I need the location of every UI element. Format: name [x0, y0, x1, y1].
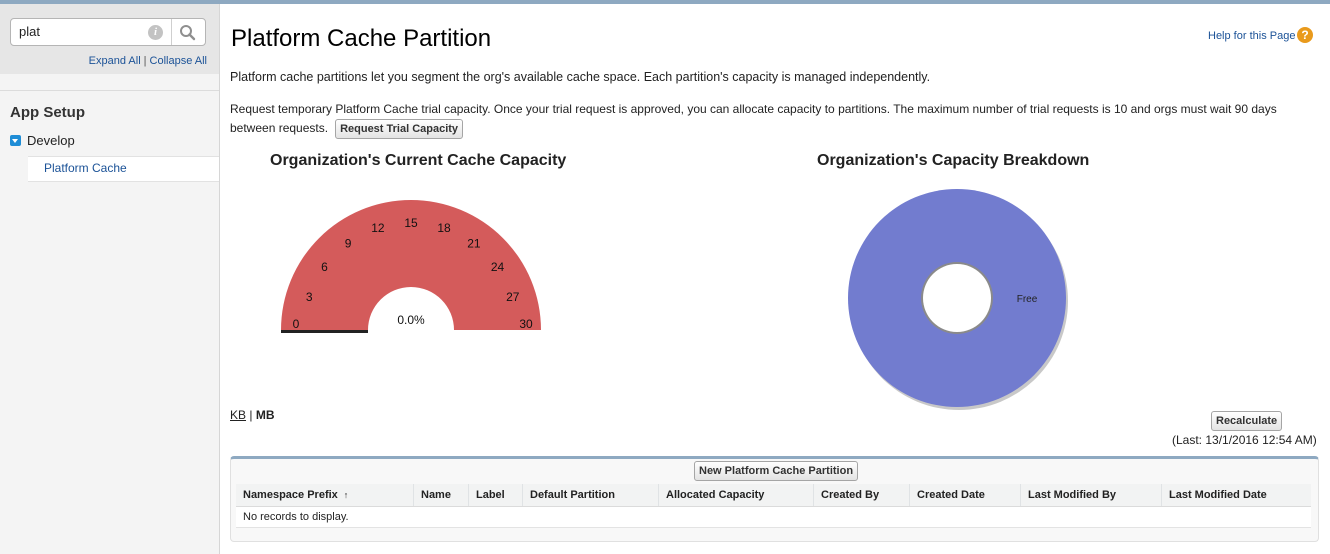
sidebar-search-area: i Expand All|Collapse All — [0, 4, 219, 74]
sidebar-item-label[interactable]: Platform Cache — [44, 161, 127, 175]
column-header-created-date[interactable]: Created Date — [909, 484, 1021, 507]
gauge-title: Organization's Current Cache Capacity — [270, 152, 567, 169]
column-header-allocated-capacity[interactable]: Allocated Capacity — [658, 484, 814, 507]
column-header-created-by[interactable]: Created By — [813, 484, 910, 507]
unit-switcher: KB | MB — [230, 408, 275, 422]
gauge-tick-label: 30 — [519, 317, 533, 331]
links-separator: | — [143, 55, 147, 67]
tree-toggle-icon[interactable] — [10, 135, 21, 146]
collapse-all-link[interactable]: Collapse All — [149, 55, 207, 67]
column-header-last-modified-date[interactable]: Last Modified Date — [1161, 484, 1311, 507]
search-divider — [171, 19, 172, 45]
column-header-label[interactable]: Label — [468, 484, 523, 507]
gauge-tick-label: 3 — [306, 290, 313, 304]
capacity-pie-chart: Free — [848, 189, 1068, 410]
gauge-tick-label: 18 — [437, 221, 451, 235]
empty-table-message: No records to display. — [236, 506, 1311, 528]
last-calculated-text: (Last: 13/1/2016 12:54 AM) — [1172, 433, 1317, 447]
gauge-tick-label: 0 — [293, 317, 300, 331]
gauge-tick-label: 12 — [371, 221, 385, 235]
gauge-arc — [281, 200, 541, 330]
page-description: Platform cache partitions let you segmen… — [230, 70, 931, 84]
expand-collapse-links: Expand All | Collapse All — [89, 55, 207, 67]
donut-hole — [923, 264, 991, 332]
gauge-tick-label: 24 — [491, 260, 505, 274]
mb-unit-label: MB — [255, 408, 275, 422]
help-link[interactable]: Help for this Page — [1208, 30, 1296, 42]
page-title: Platform Cache Partition — [231, 25, 492, 52]
pie-title: Organization's Capacity Breakdown — [817, 152, 1090, 169]
quick-find-box: i — [10, 18, 206, 46]
column-header-label[interactable]: Namespace Prefix — [243, 489, 338, 501]
request-trial-capacity-button[interactable]: Request Trial Capacity — [335, 119, 464, 139]
table-row: No records to display. — [236, 506, 1311, 528]
partitions-table: Namespace Prefix ↑ Name Label Default Par… — [236, 484, 1311, 528]
gauge-center-label: 0.0% — [397, 313, 425, 327]
pie-slice-label: Free — [1017, 294, 1038, 305]
trial-capacity-text: Request temporary Platform Cache trial c… — [230, 100, 1315, 139]
sidebar-item-platform-cache[interactable]: Platform Cache — [28, 156, 219, 182]
column-header-name[interactable]: Name — [413, 484, 469, 507]
kb-unit-link[interactable]: KB — [230, 408, 247, 422]
expand-all-link[interactable]: Expand All — [88, 55, 141, 67]
gauge-value-indicator — [281, 330, 368, 333]
unit-separator: | — [249, 408, 253, 422]
sidebar-divider — [0, 90, 219, 91]
gauge-tick-label: 21 — [467, 236, 481, 250]
tree-node-label[interactable]: Develop — [27, 133, 75, 148]
app-setup-heading: App Setup — [10, 104, 85, 121]
gauge-tick-label: 27 — [506, 290, 520, 304]
gauge-tick-label: 15 — [404, 216, 418, 230]
search-icon[interactable] — [174, 22, 202, 42]
tree-node-develop[interactable]: Develop — [10, 133, 75, 148]
column-header-namespace-prefix[interactable]: Namespace Prefix ↑ — [236, 484, 414, 507]
quick-find-input[interactable] — [19, 23, 139, 40]
table-header-row: Namespace Prefix ↑ Name Label Default Par… — [236, 484, 1311, 507]
new-partition-button[interactable]: New Platform Cache Partition — [694, 461, 859, 481]
capacity-gauge: 03 6 9 12 15 18 21 24 27 30 0.0% — [281, 200, 541, 333]
column-header-last-modified-by[interactable]: Last Modified By — [1020, 484, 1162, 507]
question-icon[interactable]: ? — [1297, 27, 1313, 43]
gauge-tick-label: 6 — [321, 260, 328, 274]
top-accent-bar — [0, 0, 1330, 4]
sort-ascending-icon: ↑ — [343, 490, 349, 500]
info-icon[interactable]: i — [148, 25, 163, 40]
setup-sidebar: i Expand All|Collapse All App Setup Deve… — [0, 4, 220, 554]
trial-description: Request temporary Platform Cache trial c… — [230, 102, 1277, 135]
column-header-default-partition[interactable]: Default Partition — [522, 484, 659, 507]
recalculate-button[interactable]: Recalculate — [1211, 411, 1283, 431]
gauge-tick-label: 9 — [345, 236, 352, 250]
